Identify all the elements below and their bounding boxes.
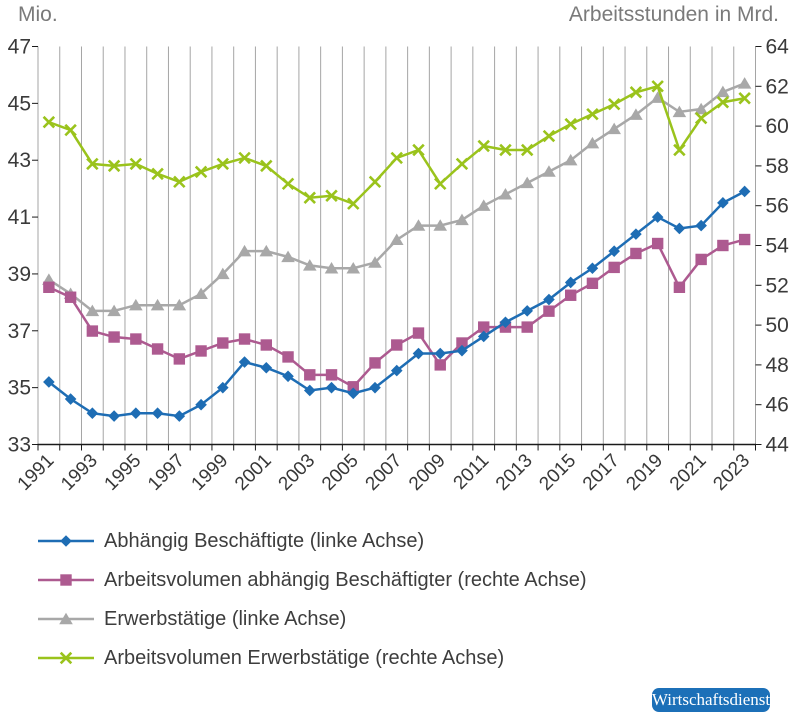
wirtschaftsdienst-badge: Wirtschaftsdienst xyxy=(652,688,770,712)
svg-text:2011: 2011 xyxy=(450,450,494,494)
svg-text:2003: 2003 xyxy=(275,450,320,495)
svg-text:2007: 2007 xyxy=(362,450,407,495)
svg-text:35: 35 xyxy=(8,377,31,400)
legend-item-abhaengig-beschaeftigte: Abhängig Beschäftigte (linke Achse) xyxy=(38,527,587,555)
svg-text:33: 33 xyxy=(8,434,31,457)
svg-text:64: 64 xyxy=(766,36,790,59)
svg-text:52: 52 xyxy=(766,274,789,297)
svg-text:46: 46 xyxy=(766,394,789,417)
svg-text:47: 47 xyxy=(8,36,31,59)
legend-label: Abhängig Beschäftigte (linke Achse) xyxy=(104,529,425,552)
svg-text:62: 62 xyxy=(766,75,789,98)
svg-text:1997: 1997 xyxy=(144,450,189,495)
svg-text:54: 54 xyxy=(766,235,790,258)
legend-item-arbeitsvolumen-abhaengig: Arbeitsvolumen abhängig Beschäftigter (r… xyxy=(38,566,587,594)
svg-text:48: 48 xyxy=(766,354,789,377)
svg-text:2015: 2015 xyxy=(535,450,580,495)
legend-item-erwerbstaetige: Erwerbstätige (linke Achse) xyxy=(38,605,587,633)
svg-text:2023: 2023 xyxy=(709,450,754,495)
svg-text:1999: 1999 xyxy=(188,450,233,495)
legend: Abhängig Beschäftigte (linke Achse) Arbe… xyxy=(38,527,587,683)
svg-text:2021: 2021 xyxy=(666,450,711,495)
svg-text:58: 58 xyxy=(766,155,789,178)
svg-text:43: 43 xyxy=(8,149,31,172)
svg-text:2005: 2005 xyxy=(318,450,363,495)
svg-text:1993: 1993 xyxy=(57,450,102,495)
svg-text:56: 56 xyxy=(766,195,789,218)
legend-marker-diamond-icon xyxy=(38,535,94,547)
legend-item-arbeitsvolumen-erwerbstaetige: Arbeitsvolumen Erwerbstätige (rechte Ach… xyxy=(38,644,587,672)
legend-label: Arbeitsvolumen Erwerbstätige (rechte Ach… xyxy=(104,646,505,669)
svg-text:1991: 1991 xyxy=(14,450,59,495)
svg-text:37: 37 xyxy=(8,320,31,343)
svg-text:41: 41 xyxy=(8,206,31,229)
legend-label: Erwerbstätige (linke Achse) xyxy=(104,607,347,630)
svg-text:60: 60 xyxy=(766,115,789,138)
left-axis-title: Mio. xyxy=(18,3,58,26)
chart-svg: 47 45 43 41 39 37 35 33 64 62 60 58 56 54 52 50 48 46 44 19… xyxy=(8,36,790,495)
right-axis-title: Arbeitsstunden in Mrd. xyxy=(568,3,779,26)
svg-text:44: 44 xyxy=(766,434,790,457)
svg-text:45: 45 xyxy=(8,92,31,115)
svg-text:2013: 2013 xyxy=(492,450,537,495)
legend-marker-x-icon xyxy=(38,651,94,665)
legend-marker-triangle-icon xyxy=(38,612,94,625)
svg-text:2009: 2009 xyxy=(405,450,450,495)
svg-text:2019: 2019 xyxy=(622,450,667,495)
svg-text:2001: 2001 xyxy=(231,450,276,495)
svg-text:39: 39 xyxy=(8,263,31,286)
svg-text:50: 50 xyxy=(766,314,789,337)
svg-text:2017: 2017 xyxy=(579,450,624,495)
legend-label: Arbeitsvolumen abhängig Beschäftigter (r… xyxy=(104,568,587,591)
legend-marker-square-icon xyxy=(38,574,94,586)
svg-text:1995: 1995 xyxy=(101,450,146,495)
